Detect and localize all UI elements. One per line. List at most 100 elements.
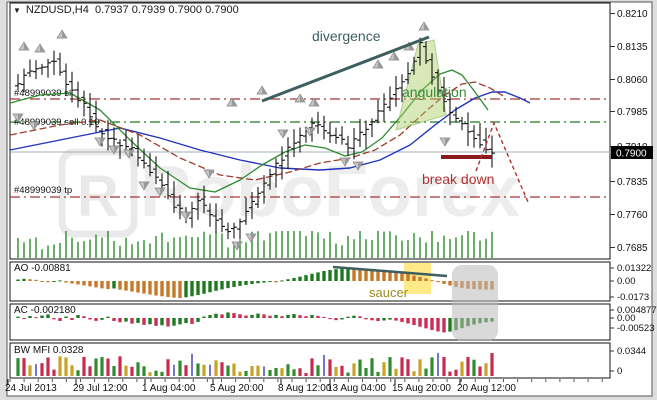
ohlc-bar [285,137,291,170]
fractal-down-arrow-icon-shade [283,130,288,138]
ao-bar [346,268,350,281]
fractal-down-arrow-icon-shade [345,158,350,166]
ac-pane[interactable] [9,303,611,341]
volume-bar [197,237,199,258]
mfi-bar [323,354,325,376]
ao-bar [118,281,122,290]
mfi-bar [274,367,278,376]
ac-bar [370,318,374,321]
ohlc-bar [405,62,411,85]
ao-bar [358,268,362,281]
ohlc-bar [351,128,357,160]
ohlc-bar [447,93,453,126]
volume-bar [131,244,133,258]
volume-bar [239,240,241,258]
ac-bar [352,315,356,318]
ac-axis-label: -0.00523 [617,323,655,334]
fractal-up-arrow-icon-shade [378,60,383,68]
ohlc-bar [327,121,333,144]
ohlc-bar [33,60,39,80]
ao-bar [310,273,314,281]
ac-bar [274,314,278,318]
mfi-pane[interactable] [9,342,611,379]
ac-bar [112,318,116,321]
ao-bar [268,281,272,282]
ao-bar [64,281,68,283]
ao-bar [352,268,356,281]
mfi-bar [316,365,320,376]
mfi-bar [191,353,193,376]
ao-bar [262,281,266,283]
mfi-bar [256,365,260,376]
ohlc-bar [417,37,423,66]
volume-bar [479,240,481,258]
ac-bar [118,318,122,323]
mfi-bar [209,364,211,376]
ao-bar [190,281,194,297]
volume-bar [65,231,67,258]
ac-bar [184,318,188,324]
volume-bar [209,234,211,258]
ohlc-bar [465,112,471,147]
ao-bar [214,281,218,291]
ohlc-bar [411,56,417,75]
mfi-bar [388,357,392,376]
volume-bar [149,243,151,258]
alligator-jaw-line [9,91,531,171]
ac-bar [394,318,398,321]
mfi-bar [88,366,92,376]
time-axis-label: 24 Jul 2013 [5,383,57,394]
volume-bar [101,237,103,258]
mfi-bar [112,366,116,376]
ohlc-bar [297,127,303,153]
ac-bar [232,313,236,318]
ao-bar [406,273,410,281]
mfi-bar [64,357,68,376]
ao-bar [136,281,140,293]
mfi-bar [100,357,104,376]
mfi-bar [106,358,110,376]
volume-bar [407,240,409,258]
volume-bar [179,237,181,258]
price-axis-label: 0.7985 [617,107,648,118]
symbol-dropdown-icon[interactable]: ▼ [13,6,21,15]
ao-bar [412,275,416,281]
mfi-bar [298,368,302,376]
ohlc-bar [21,68,27,93]
ac-bar [34,317,38,319]
volume-bar [17,237,19,258]
volume-bar [377,231,379,258]
time-axis-label: 8 Aug 12:00 [278,383,332,394]
volume-bar [347,235,349,258]
ac-bar [442,318,446,333]
mfi-bar [118,356,122,376]
volume-bar [77,241,79,258]
ao-bar [244,281,248,285]
ao-bar [364,269,368,281]
volume-bar [383,231,385,258]
volume-bar [191,237,193,258]
ao-pane[interactable] [9,261,611,302]
ac-bar [202,316,206,318]
volume-bar [419,237,421,258]
mfi-bar [250,366,254,376]
divergence-trendline [261,35,430,103]
ao-histogram [16,268,494,298]
ac-bar [64,316,68,318]
ac-bar [154,318,158,326]
ao-bar [274,281,278,283]
ohlc-bar [369,118,375,138]
price-axis-label: 0.7685 [617,243,648,254]
ao-bar [292,277,296,281]
ohlc-bar [219,209,225,233]
ac-bar [88,318,92,320]
ao-bar [394,272,398,281]
volume-bar [485,238,487,258]
ohlc-bar [453,106,459,123]
mfi-bar [70,365,74,376]
volume-bar [437,241,439,258]
mfi-bar [400,357,404,376]
ac-bar [220,314,224,318]
ohlc-bar [117,139,123,159]
